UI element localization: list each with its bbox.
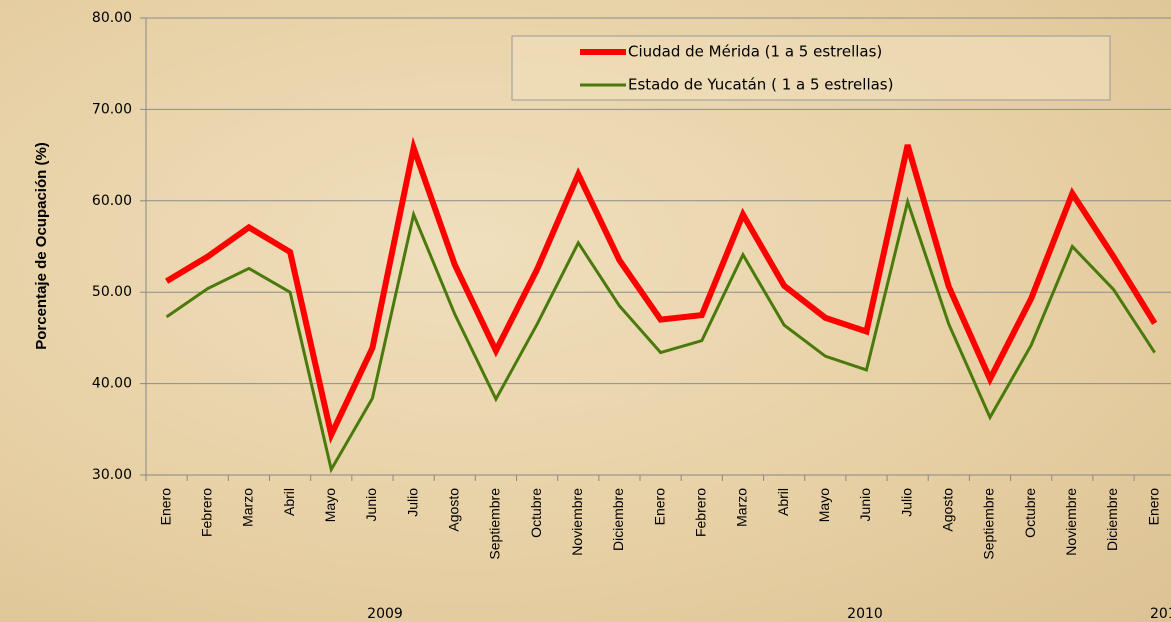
x-tick-label: Enero [651,488,667,526]
x-tick-label: Mayo [322,488,338,522]
y-axis-label: Porcentaje de Ocupación (%) [33,142,50,350]
x-tick-label: Junio [857,488,873,522]
series-line [165,136,1158,444]
x-tick-label: Enero [157,488,173,526]
x-tick-label: Junio [363,488,379,522]
x-tick-label: Marzo [734,488,750,527]
x-tick-label: Agosto [445,488,461,532]
x-tick-label: Septiembre [487,488,503,560]
y-tick-label: 60.00 [92,193,132,209]
x-tick-label: Diciembre [610,488,626,551]
x-tick-label: Noviembre [569,488,585,556]
x-tick-label: Octubre [528,488,544,538]
y-tick-label: 50.00 [92,284,132,300]
y-tick-label: 70.00 [92,101,132,117]
x-tick-label: Diciembre [1104,488,1120,551]
x-tick-label: Febrero [692,488,708,537]
x-tick-label: Febrero [198,488,214,537]
x-tick-label: Septiembre [981,488,997,560]
x-tick-label: Julio [898,488,914,517]
x-tick-label: Noviembre [1063,488,1079,556]
y-tick-label: 80.00 [92,10,132,26]
x-tick-label: Enero [1145,488,1161,526]
x-tick-label: Marzo [240,488,256,527]
x-tick-label: Julio [404,488,420,517]
y-tick-label: 40.00 [92,376,132,392]
x-tick-label: Abril [281,488,297,516]
year-label: 2009 [367,606,403,622]
y-tick-label: 30.00 [92,467,132,483]
x-tick-label: Mayo [816,488,832,522]
x-tick-label: Abril [775,488,791,516]
legend-label: Ciudad de Mérida (1 a 5 estrellas) [628,43,882,61]
series-line [165,196,1156,474]
legend-label: Estado de Yucatán ( 1 a 5 estrellas) [628,76,893,94]
year-label: 2010 [847,606,883,622]
x-tick-label: Agosto [940,488,956,532]
year-label: 2011 [1150,606,1171,622]
legend-box [511,35,1111,101]
x-tick-label: Octubre [1022,488,1038,538]
